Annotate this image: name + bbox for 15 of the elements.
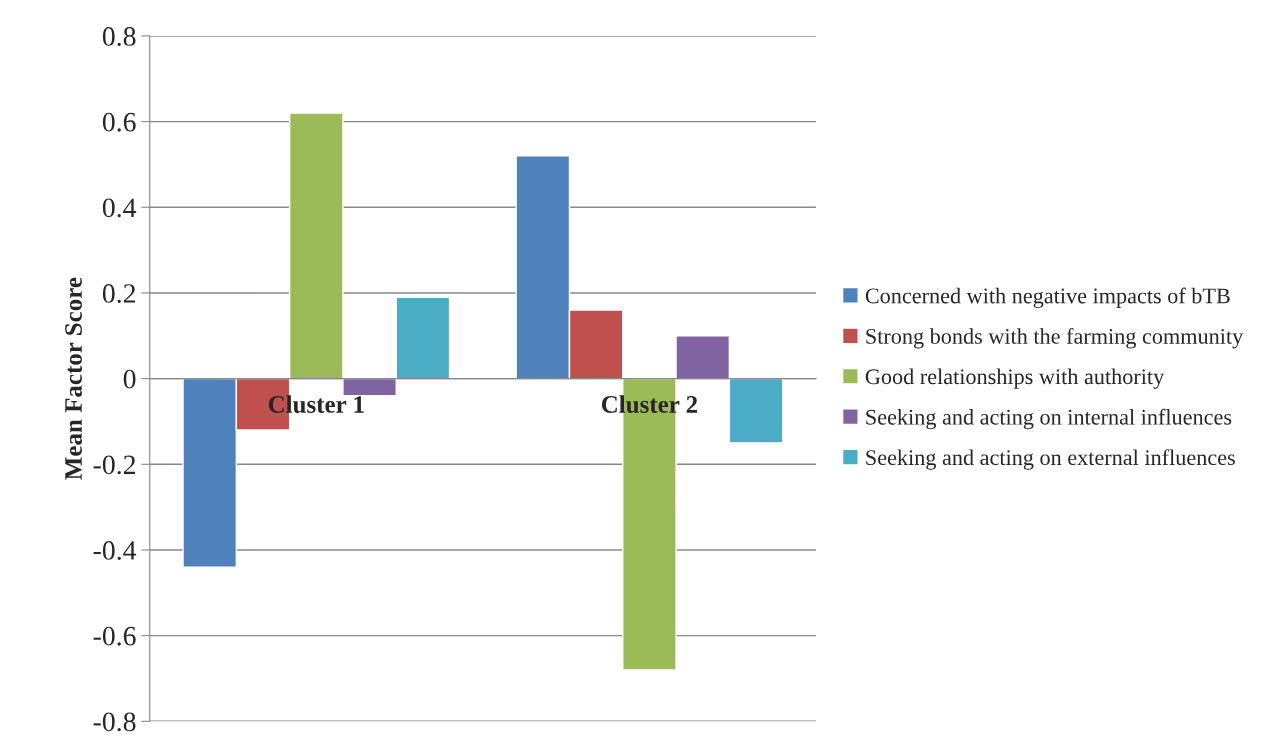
legend-label: Seeking and acting on internal influences	[866, 408, 1232, 430]
y-tick-label: -0.4	[93, 541, 137, 560]
legend-label: Seeking and acting on external influences	[866, 449, 1235, 470]
y-tick-label: -0.8	[93, 712, 136, 732]
legend-label: Strong bonds with the farming community	[866, 328, 1244, 349]
y-tick-label: 0.6	[102, 112, 136, 132]
y-tick-label: -0.6	[93, 626, 136, 646]
legend-label: Good relationships with authority	[865, 368, 1165, 389]
legend-label: Concerned with negative impacts of bTB	[865, 287, 1230, 308]
y-tick-label: 0.8	[102, 27, 136, 46]
y-tick-label: -0.2	[93, 455, 136, 475]
y-tick-label: 0.4	[102, 198, 137, 218]
y-tick-label: 0.2	[102, 284, 136, 303]
y-tick-label: 0	[123, 369, 136, 389]
y-axis-title: Mean Factor Score	[65, 277, 82, 480]
